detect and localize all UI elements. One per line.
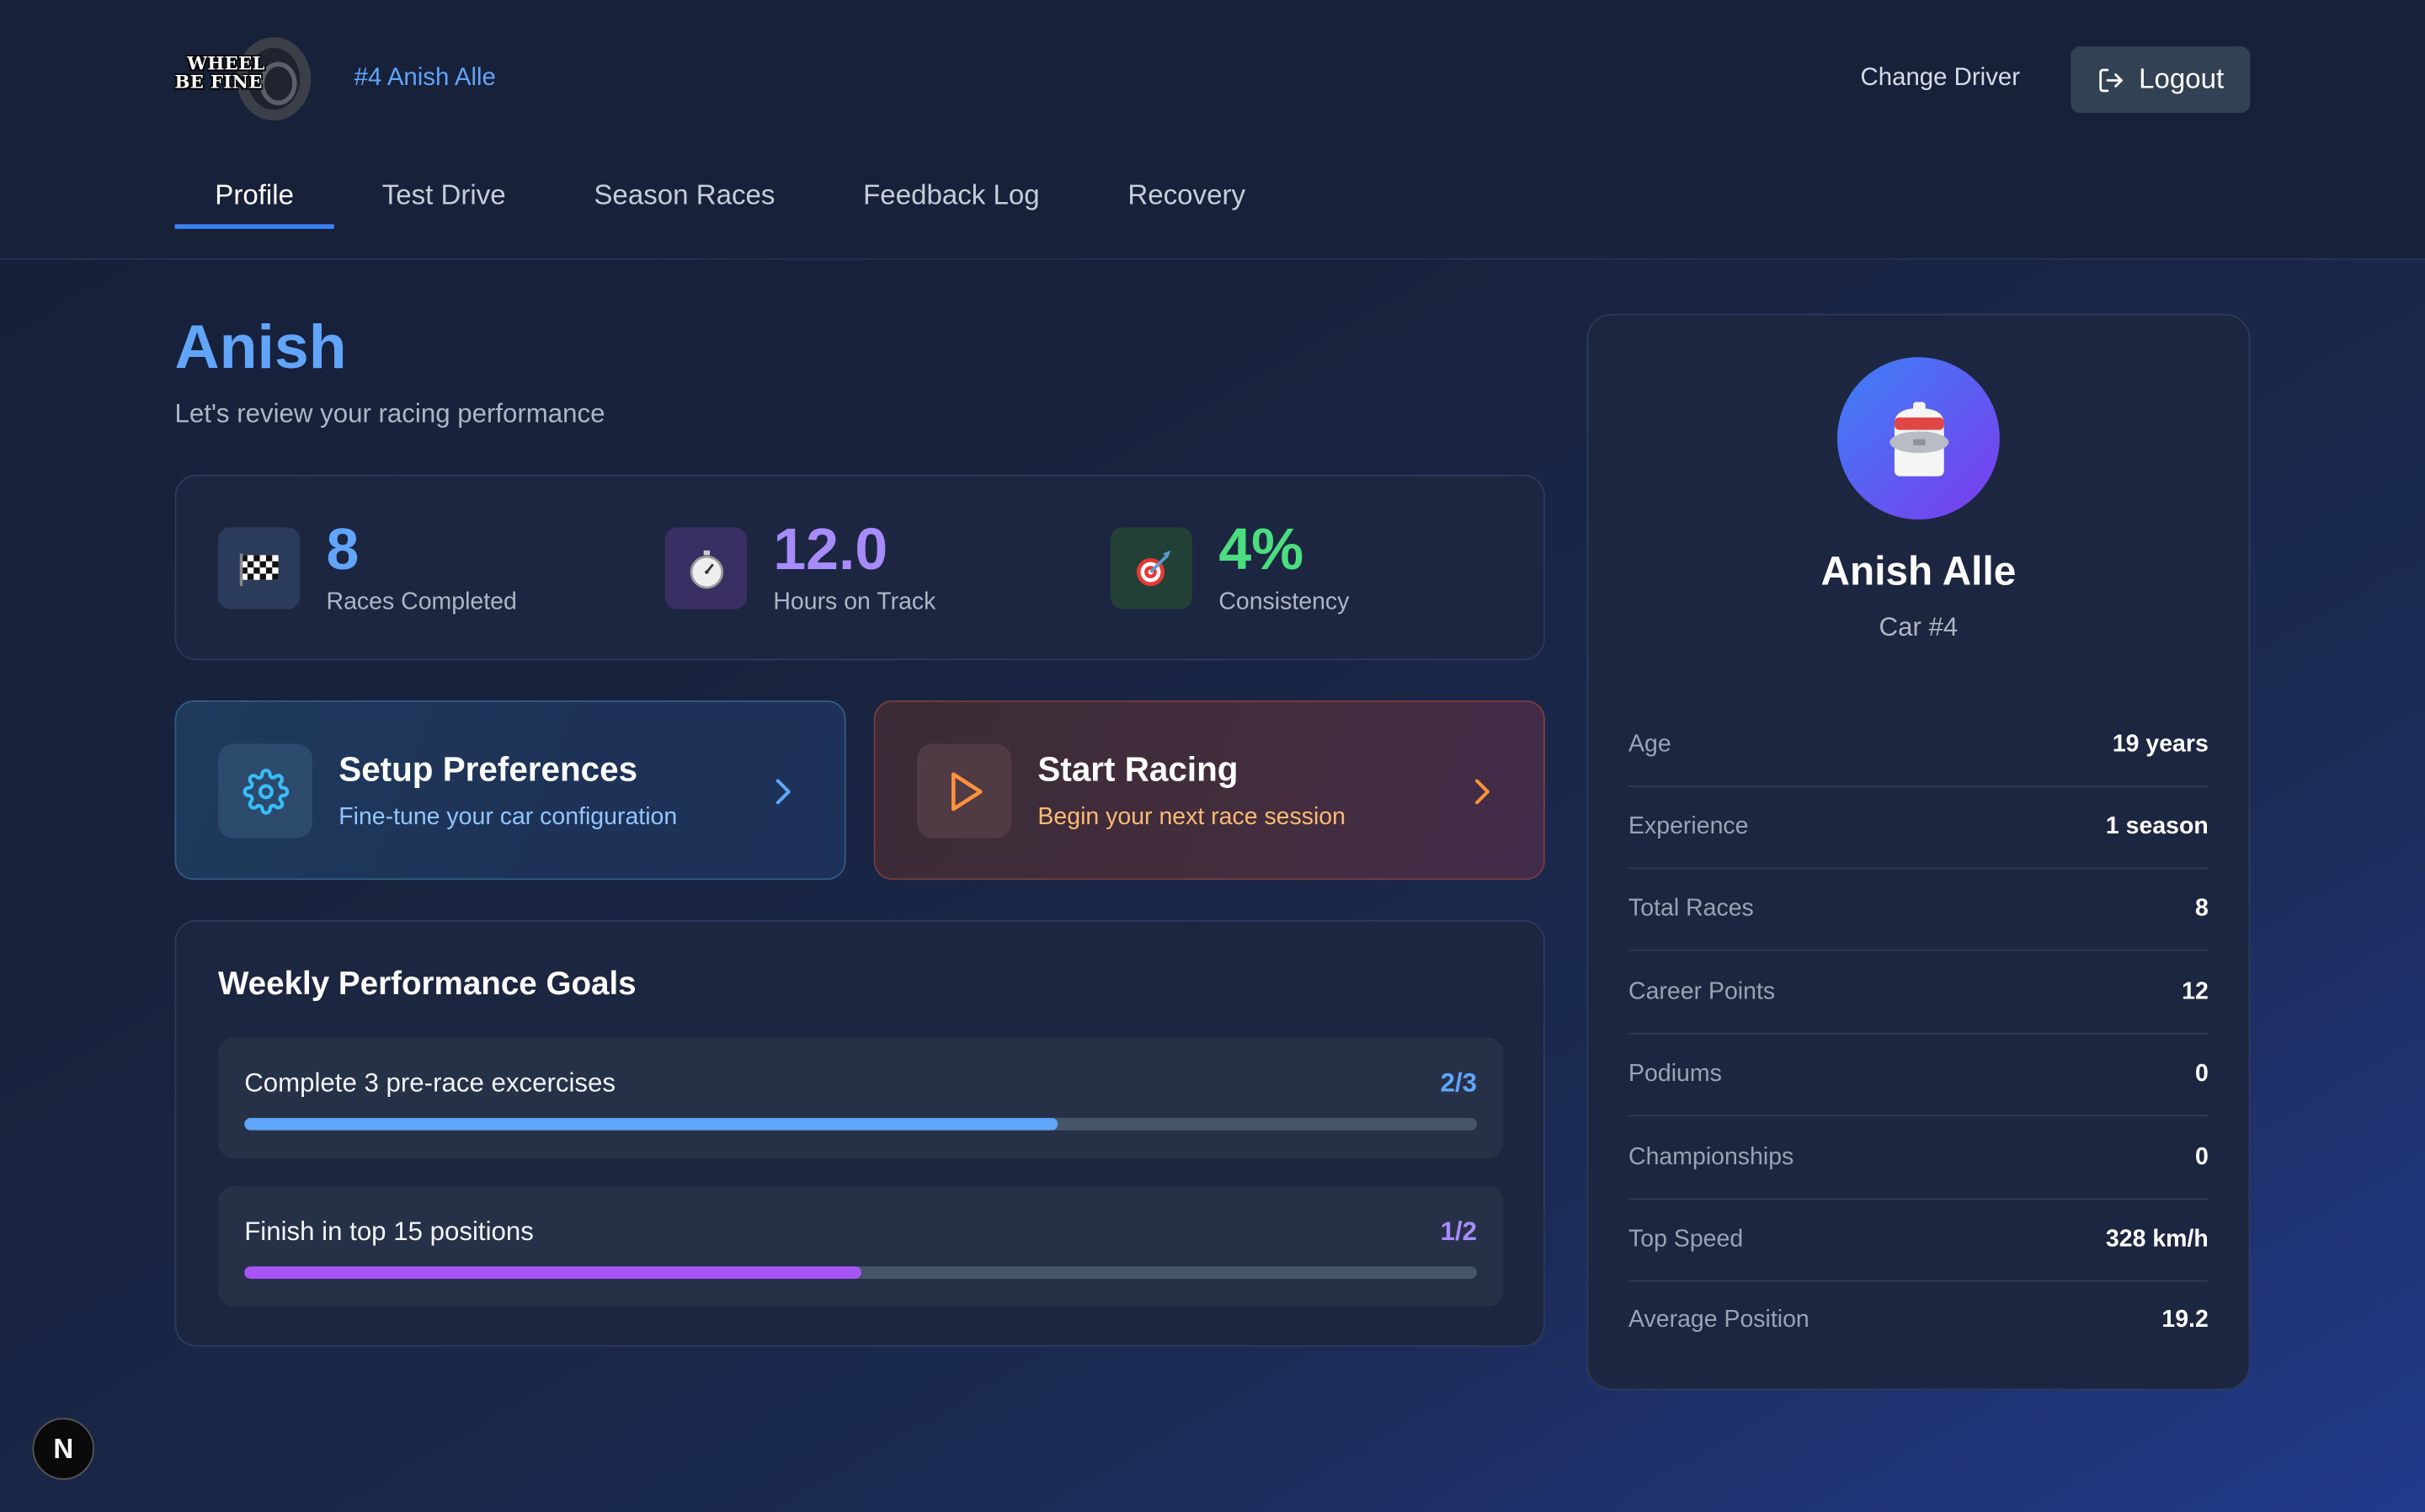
goal-text: Complete 3 pre-race excercises [244,1068,616,1099]
profile-row-average-position: Average Position 19.2 [1628,1279,2209,1362]
stat-value: 4% [1218,518,1304,583]
tab-season-races[interactable]: Season Races [594,179,775,210]
stat-label: Hours on Track [773,588,936,616]
logout-button[interactable]: Logout [2071,46,2251,114]
profile-value: 12 [2182,978,2209,1005]
logo-line-1: WHEEL [187,52,265,75]
chevron-right-icon [1475,779,1490,805]
goal-progress-fill [244,1266,861,1279]
profile-key: Top Speed [1628,1226,1744,1253]
greeting-subtitle: Let's review your racing performance [174,398,605,429]
main-tabs: Profile Test Drive Season Races Feedback… [174,161,1334,229]
profile-car-number: Car #4 [1879,612,1959,642]
goal-count: 2/3 [1440,1068,1478,1099]
goal-progress-bar [244,1117,1478,1131]
profile-value: 1 season [2105,813,2209,840]
profile-key: Total Races [1628,895,1754,922]
goal-count: 1/2 [1440,1217,1478,1247]
change-driver-button[interactable]: Change Driver [1860,65,2021,92]
start-racing-card[interactable]: Start Racing Begin your next race sessio… [873,700,1545,881]
play-icon [917,743,1012,839]
greeting-name: Anish [174,313,347,382]
goal-text: Finish in top 15 positions [244,1217,534,1247]
profile-key: Podiums [1628,1060,1722,1088]
weekly-goals-card: Weekly Performance Goals Complete 3 pre-… [174,919,1545,1347]
profile-key: Average Position [1628,1307,1809,1334]
tab-recovery[interactable]: Recovery [1127,179,1246,210]
app-logo[interactable]: WHEEL BE FINE [175,34,314,124]
profile-value: 19.2 [2161,1307,2209,1334]
action-subtitle: Fine-tune your car configuration [338,804,678,831]
action-title: Start Racing [1037,749,1239,789]
profile-value: 19 years [2112,731,2209,758]
setup-preferences-card[interactable]: Setup Preferences Fine-tune your car con… [174,700,846,881]
profile-key: Experience [1628,813,1749,840]
stat-value: 8 [326,518,360,583]
logout-icon [2099,67,2123,92]
logout-label: Logout [2139,63,2225,95]
profile-key: Championships [1628,1144,1794,1171]
tab-profile[interactable]: Profile [174,161,334,229]
racing-helmet-icon [1889,401,1948,476]
stopwatch-icon [664,527,748,610]
profile-row-podiums: Podiums 0 [1628,1033,2209,1117]
profile-value: 0 [2194,1060,2209,1088]
target-icon [1110,527,1193,610]
profile-row-age: Age 19 years [1628,704,2209,787]
stat-value: 12.0 [773,518,888,583]
profile-key: Career Points [1628,978,1776,1005]
profile-value: 328 km/h [2105,1226,2209,1253]
logo-line-2: BE FINE [174,71,263,93]
goal-progress-fill [244,1117,1058,1131]
profile-value: 0 [2194,1144,2209,1171]
profile-row-experience: Experience 1 season [1628,785,2209,870]
stats-card: 8 Races Completed 12.0 Hours on Track 4%… [174,474,1545,661]
current-driver-tag: #4 Anish Alle [354,65,496,92]
stat-label: Consistency [1218,588,1350,616]
goal-item: Complete 3 pre-race excercises 2/3 [217,1037,1504,1158]
stat-label: Races Completed [326,588,517,616]
profile-name: Anish Alle [1820,547,2017,594]
profile-row-total-races: Total Races 8 [1628,867,2209,951]
profile-key: Age [1628,731,1671,758]
profile-row-championships: Championships 0 [1628,1116,2209,1201]
avatar [1836,357,2000,520]
action-subtitle: Begin your next race session [1037,804,1346,831]
logo-text: WHEEL BE FINE [175,54,265,91]
checkered-flag-icon [217,527,301,610]
profile-row-top-speed: Top Speed 328 km/h [1628,1198,2209,1282]
tab-feedback-log[interactable]: Feedback Log [863,179,1040,210]
goals-title: Weekly Performance Goals [217,966,637,1003]
tab-test-drive[interactable]: Test Drive [381,179,506,210]
driver-profile-card: Anish Alle Car #4 Age 19 years Experienc… [1586,313,2251,1391]
goal-progress-bar [244,1266,1478,1279]
goal-item: Finish in top 15 positions 1/2 [217,1185,1504,1307]
chevron-right-icon [775,779,791,805]
profile-value: 8 [2194,895,2209,922]
dev-tools-badge[interactable]: N [32,1418,95,1480]
profile-row-career-points: Career Points 12 [1628,951,2209,1035]
gear-icon [217,743,313,839]
top-header: WHEEL BE FINE #4 Anish Alle Change Drive… [0,0,2425,260]
action-title: Setup Preferences [338,749,638,789]
